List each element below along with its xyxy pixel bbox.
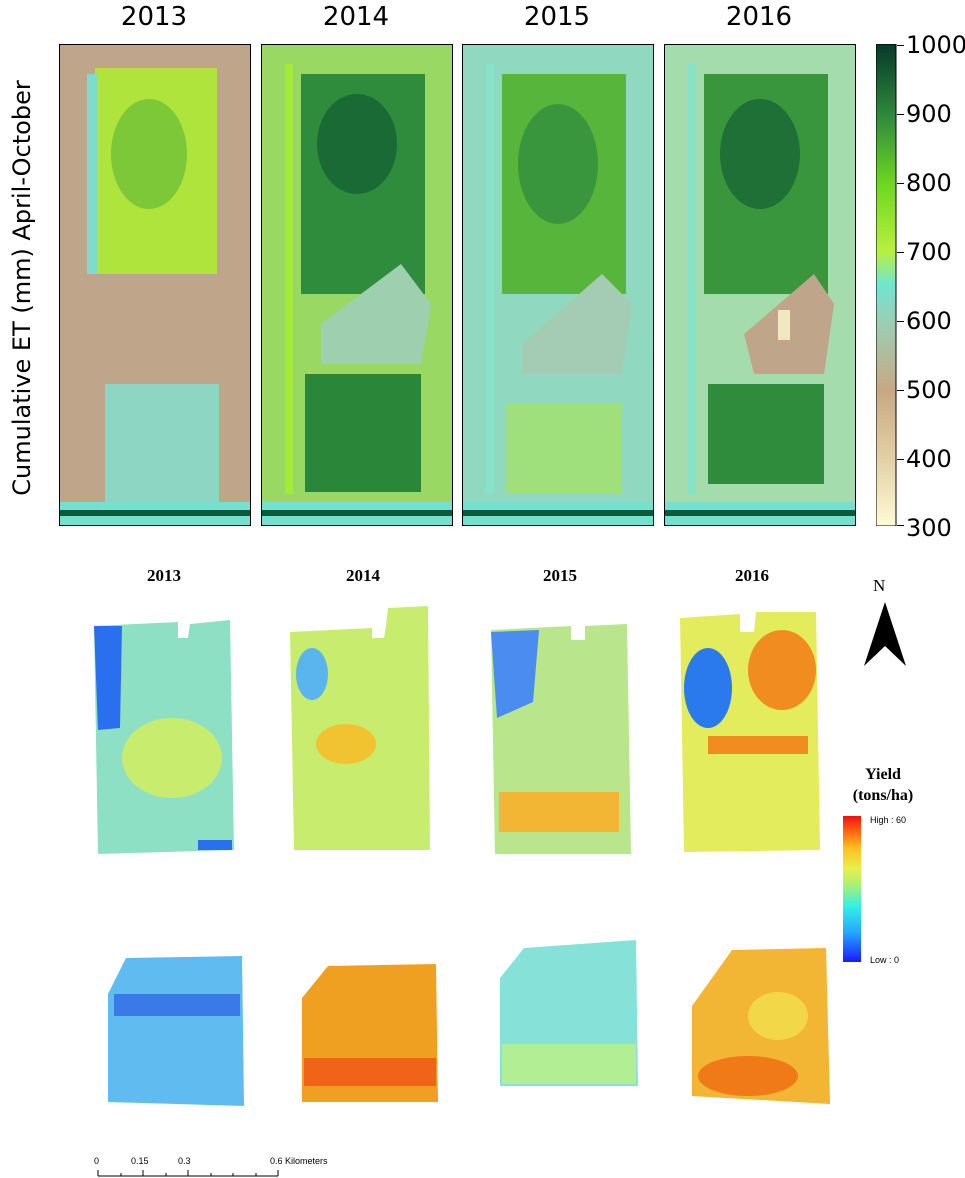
et-title-2015: 2015 — [523, 2, 591, 32]
yield-north-field-2014 — [290, 606, 430, 850]
et-field-middle-light — [778, 310, 790, 340]
high-yield-zone — [316, 724, 376, 764]
et-map-2015 — [462, 44, 654, 526]
et-field-south — [305, 374, 421, 492]
scale-bar — [97, 1170, 279, 1177]
cbar-mark — [897, 114, 904, 115]
scale-label-0.3: 0.3 — [178, 1156, 191, 1166]
et-colorbar-fill — [876, 44, 897, 526]
field-outline — [108, 956, 244, 1106]
yield-north-field-2013 — [94, 620, 234, 854]
et-field-north-core — [518, 104, 598, 224]
cbar-tick-700: 700 — [906, 238, 952, 266]
cbar-tick-500: 500 — [906, 376, 952, 404]
cbar-mark — [897, 183, 904, 184]
cbar-tick-1000: 1000 — [906, 31, 965, 59]
et-field-border-west — [688, 64, 696, 494]
low-yield-zone — [684, 648, 732, 728]
legend-high-label: High : 60 — [870, 815, 907, 825]
cbar-tick-900: 900 — [906, 100, 952, 128]
et-field-north-core — [111, 99, 187, 209]
low-yield-band — [114, 994, 240, 1016]
mid-yield-zone — [122, 718, 222, 798]
et-title-2013: 2013 — [120, 2, 188, 32]
et-field-north-core — [720, 99, 800, 209]
et-field-bottom-dark — [59, 510, 251, 516]
legend-title-units: (tons/ha) — [852, 787, 914, 804]
yield-title-2013: 2013 — [147, 566, 181, 585]
cbar-mark — [897, 45, 904, 46]
high-yield-zone — [698, 1056, 798, 1096]
et-field-middle — [321, 264, 431, 364]
et-map-2014 — [261, 44, 453, 526]
cbar-tick-400: 400 — [906, 445, 952, 473]
yield-south-field-2016 — [692, 948, 830, 1104]
et-field-south — [105, 384, 219, 504]
mid-yield-band — [502, 1044, 636, 1084]
yield-title-2016: 2016 — [735, 566, 769, 585]
north-label: N — [873, 576, 886, 595]
et-map-2013 — [59, 44, 251, 526]
et-field-south — [506, 404, 622, 494]
cbar-mark — [897, 252, 904, 253]
yield-title-2015: 2015 — [543, 566, 577, 585]
et-field-border-west — [87, 74, 97, 274]
et-title-2016: 2016 — [725, 2, 793, 32]
yield-south-field-2013 — [108, 956, 244, 1106]
yield-south-field-2014 — [302, 964, 438, 1102]
yield-north-field-2015 — [491, 624, 631, 854]
et-field-bottom-dark — [462, 510, 654, 516]
yield-south-field-2015 — [500, 940, 638, 1086]
scale-label-0.15: 0.15 — [131, 1156, 149, 1166]
high-yield-band — [304, 1058, 436, 1086]
et-colorbar — [876, 44, 897, 526]
cbar-tick-600: 600 — [906, 307, 952, 335]
high-yield-zone — [748, 630, 816, 710]
low-yield-zone — [491, 630, 539, 718]
cbar-mark — [897, 459, 904, 460]
low-yield-strip — [198, 840, 232, 850]
et-field-bottom-dark — [664, 510, 856, 516]
scale-label-0: 0 — [94, 1156, 100, 1166]
yield-legend-bar — [843, 816, 861, 962]
cbar-mark — [897, 525, 904, 526]
north-arrow-icon — [864, 602, 906, 666]
legend-low-label: Low : 0 — [870, 955, 900, 965]
et-field-middle — [522, 274, 632, 374]
mid-yield-zone — [748, 992, 808, 1040]
cbar-mark — [897, 321, 904, 322]
et-field-bottom-dark — [261, 510, 453, 516]
scale-label-0.6: 0.6 Kilometers — [270, 1156, 328, 1166]
et-title-2014: 2014 — [322, 2, 390, 32]
yield-title-2014: 2014 — [346, 566, 380, 585]
et-ylabel: Cumulative ET (mm) April-October — [8, 80, 36, 496]
et-field-border-west — [285, 64, 293, 494]
et-field-border-west — [486, 64, 494, 494]
high-yield-band — [499, 792, 619, 832]
low-yield-zone — [94, 626, 122, 730]
legend-title-yield: Yield — [865, 766, 901, 783]
yield-north-field-2016 — [680, 612, 820, 852]
et-field-south — [708, 384, 824, 484]
cbar-tick-800: 800 — [906, 169, 952, 197]
et-field-north-core — [317, 94, 397, 194]
low-yield-zone — [296, 648, 328, 700]
et-map-2016 — [664, 44, 856, 526]
high-yield-band — [708, 736, 808, 754]
cbar-mark — [897, 390, 904, 391]
cbar-tick-300: 300 — [906, 514, 952, 542]
